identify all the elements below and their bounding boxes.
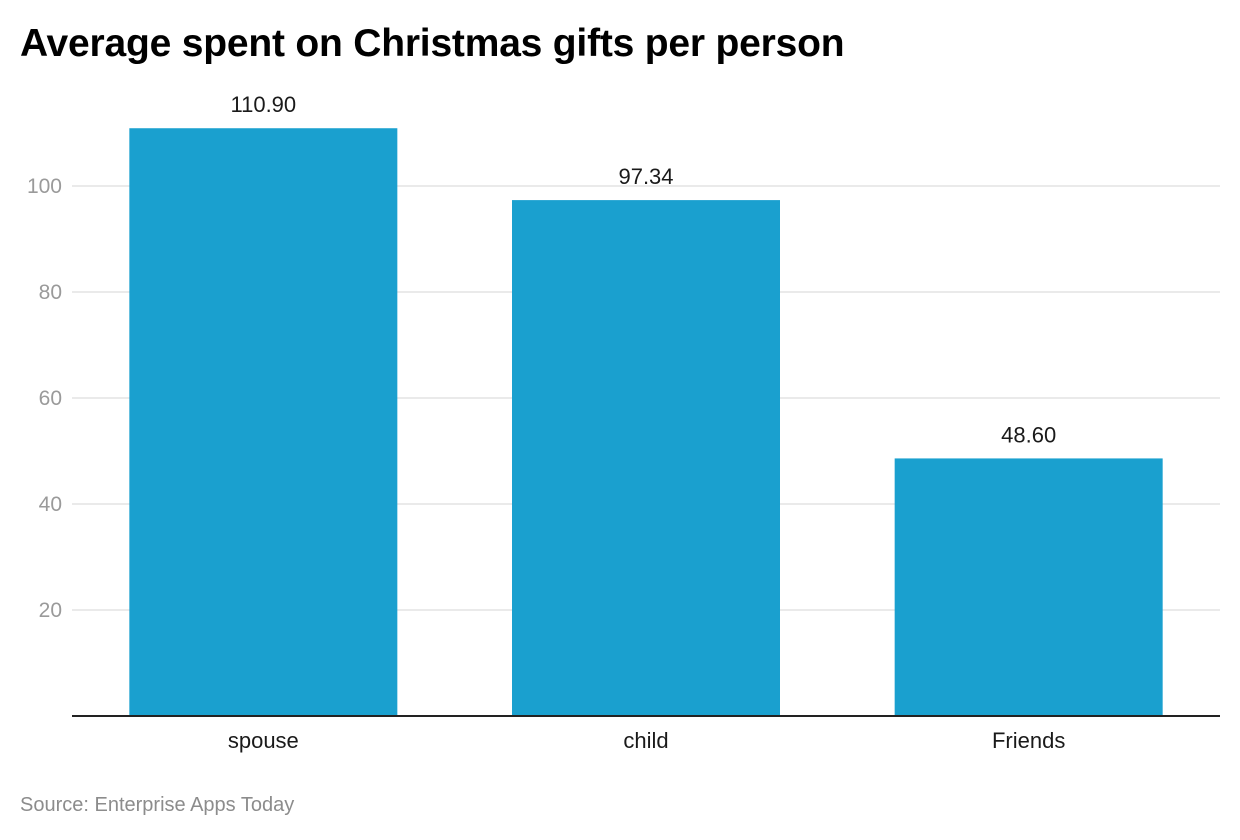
y-axis-ticks: 20 40 60 80 100	[27, 175, 62, 622]
category-labels: spouse child Friends	[228, 728, 1065, 753]
y-tick-label: 80	[39, 281, 62, 304]
value-label: 48.60	[1001, 422, 1056, 447]
bar-friends	[894, 458, 1163, 716]
y-tick-label: 40	[39, 493, 62, 516]
y-tick-label: 60	[39, 387, 62, 410]
value-labels: 110.90 97.34 48.60	[231, 92, 1057, 447]
value-label: 110.90	[231, 92, 297, 117]
y-tick-label: 20	[39, 599, 62, 622]
category-label: child	[623, 728, 668, 753]
bars	[129, 128, 1163, 717]
chart-title: Average spent on Christmas gifts per per…	[20, 22, 845, 65]
category-label: Friends	[992, 728, 1065, 753]
bar-child	[512, 200, 780, 716]
category-label: spouse	[228, 728, 299, 753]
source-note: Source: Enterprise Apps Today	[20, 794, 295, 816]
y-tick-label: 100	[27, 175, 62, 198]
bar-spouse	[129, 128, 398, 717]
value-label: 97.34	[618, 164, 673, 189]
